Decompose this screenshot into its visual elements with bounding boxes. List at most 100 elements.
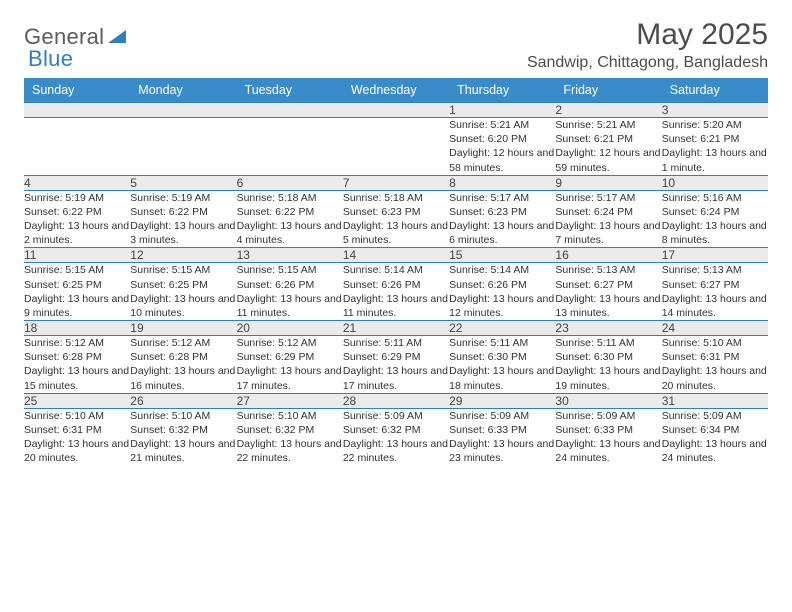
day-number-cell: 19 [130,321,236,336]
sunset-text: Sunset: 6:27 PM [662,278,768,292]
sunrise-text: Sunrise: 5:19 AM [130,191,236,205]
sunrise-text: Sunrise: 5:21 AM [449,118,555,132]
day-info-cell: Sunrise: 5:16 AMSunset: 6:24 PMDaylight:… [662,190,768,248]
sunset-text: Sunset: 6:28 PM [130,350,236,364]
sunset-text: Sunset: 6:27 PM [555,278,661,292]
day-number-cell: 3 [662,103,768,118]
sunrise-text: Sunrise: 5:14 AM [343,263,449,277]
daylight-text: Daylight: 13 hours and 18 minutes. [449,364,555,392]
day-info-cell: Sunrise: 5:10 AMSunset: 6:32 PMDaylight:… [130,408,236,469]
daylight-text: Daylight: 13 hours and 12 minutes. [449,292,555,320]
day-number-cell: 9 [555,175,661,190]
day-info-cell: Sunrise: 5:18 AMSunset: 6:22 PMDaylight:… [237,190,343,248]
sunrise-text: Sunrise: 5:11 AM [343,336,449,350]
sunset-text: Sunset: 6:21 PM [555,132,661,146]
day-number-cell: 7 [343,175,449,190]
sunset-text: Sunset: 6:29 PM [237,350,343,364]
sunrise-text: Sunrise: 5:21 AM [555,118,661,132]
week-info-row: Sunrise: 5:10 AMSunset: 6:31 PMDaylight:… [24,408,768,469]
sunrise-text: Sunrise: 5:19 AM [24,191,130,205]
day-number-cell: 29 [449,393,555,408]
sunrise-text: Sunrise: 5:13 AM [555,263,661,277]
daylight-text: Daylight: 13 hours and 17 minutes. [237,364,343,392]
sunset-text: Sunset: 6:23 PM [449,205,555,219]
day-number-cell: 25 [24,393,130,408]
daylight-text: Daylight: 13 hours and 16 minutes. [130,364,236,392]
sunset-text: Sunset: 6:22 PM [24,205,130,219]
sunset-text: Sunset: 6:33 PM [555,423,661,437]
day-info-cell: Sunrise: 5:13 AMSunset: 6:27 PMDaylight:… [662,263,768,321]
daylight-text: Daylight: 12 hours and 59 minutes. [555,146,661,174]
day-info-cell: Sunrise: 5:10 AMSunset: 6:31 PMDaylight:… [662,336,768,394]
brand-right: Blue [28,46,73,71]
day-info-cell: Sunrise: 5:12 AMSunset: 6:29 PMDaylight:… [237,336,343,394]
sunset-text: Sunset: 6:26 PM [237,278,343,292]
day-info-cell: Sunrise: 5:11 AMSunset: 6:30 PMDaylight:… [555,336,661,394]
daylight-text: Daylight: 13 hours and 13 minutes. [555,292,661,320]
day-number-cell: 13 [237,248,343,263]
day-info-cell: Sunrise: 5:11 AMSunset: 6:30 PMDaylight:… [449,336,555,394]
day-info-cell: Sunrise: 5:15 AMSunset: 6:25 PMDaylight:… [24,263,130,321]
sunset-text: Sunset: 6:24 PM [662,205,768,219]
sunrise-text: Sunrise: 5:20 AM [662,118,768,132]
sunset-text: Sunset: 6:32 PM [343,423,449,437]
calendar-table: Sunday Monday Tuesday Wednesday Thursday… [24,78,768,469]
daylight-text: Daylight: 13 hours and 8 minutes. [662,219,768,247]
sunrise-text: Sunrise: 5:15 AM [237,263,343,277]
sunrise-text: Sunrise: 5:15 AM [24,263,130,277]
sunrise-text: Sunrise: 5:18 AM [237,191,343,205]
weekday-header: Friday [555,78,661,103]
day-info-cell: Sunrise: 5:21 AMSunset: 6:21 PMDaylight:… [555,118,661,176]
day-info-cell: Sunrise: 5:12 AMSunset: 6:28 PMDaylight:… [130,336,236,394]
week-daynum-row: 25262728293031 [24,393,768,408]
sunset-text: Sunset: 6:26 PM [343,278,449,292]
daylight-text: Daylight: 12 hours and 58 minutes. [449,146,555,174]
day-info-cell: Sunrise: 5:09 AMSunset: 6:32 PMDaylight:… [343,408,449,469]
daylight-text: Daylight: 13 hours and 17 minutes. [343,364,449,392]
day-info-cell: Sunrise: 5:09 AMSunset: 6:33 PMDaylight:… [449,408,555,469]
week-daynum-row: 11121314151617 [24,248,768,263]
weekday-header: Saturday [662,78,768,103]
daylight-text: Daylight: 13 hours and 20 minutes. [662,364,768,392]
sunset-text: Sunset: 6:32 PM [130,423,236,437]
day-number-cell: 20 [237,321,343,336]
sunset-text: Sunset: 6:30 PM [555,350,661,364]
daylight-text: Daylight: 13 hours and 24 minutes. [555,437,661,465]
sunset-text: Sunset: 6:30 PM [449,350,555,364]
sunset-text: Sunset: 6:25 PM [130,278,236,292]
sunset-text: Sunset: 6:21 PM [662,132,768,146]
sunrise-text: Sunrise: 5:09 AM [449,409,555,423]
day-info-cell: Sunrise: 5:10 AMSunset: 6:31 PMDaylight:… [24,408,130,469]
day-info-cell: Sunrise: 5:17 AMSunset: 6:24 PMDaylight:… [555,190,661,248]
sunrise-text: Sunrise: 5:09 AM [555,409,661,423]
week-daynum-row: 123 [24,103,768,118]
day-number-cell [343,103,449,118]
day-info-cell: Sunrise: 5:13 AMSunset: 6:27 PMDaylight:… [555,263,661,321]
sunrise-text: Sunrise: 5:11 AM [555,336,661,350]
daylight-text: Daylight: 13 hours and 4 minutes. [237,219,343,247]
week-info-row: Sunrise: 5:21 AMSunset: 6:20 PMDaylight:… [24,118,768,176]
week-info-row: Sunrise: 5:15 AMSunset: 6:25 PM Daylight:… [24,263,768,321]
sunset-text: Sunset: 6:29 PM [343,350,449,364]
day-number-cell: 2 [555,103,661,118]
sunrise-text: Sunrise: 5:18 AM [343,191,449,205]
sunrise-text: Sunrise: 5:09 AM [343,409,449,423]
week-info-row: Sunrise: 5:19 AMSunset: 6:22 PM Daylight:… [24,190,768,248]
day-number-cell: 21 [343,321,449,336]
daylight-text: Daylight: 13 hours and 22 minutes. [237,437,343,465]
day-info-cell: Sunrise: 5:18 AMSunset: 6:23 PMDaylight:… [343,190,449,248]
daylight-text: Daylight: 13 hours and 20 minutes. [24,437,130,465]
sunrise-text: Sunrise: 5:10 AM [24,409,130,423]
day-number-cell: 16 [555,248,661,263]
daylight-text: Daylight: 13 hours and 23 minutes. [449,437,555,465]
daylight-text: Daylight: 13 hours and 11 minutes. [343,292,449,320]
day-info-cell [343,118,449,176]
day-info-cell: Sunrise: 5:15 AMSunset: 6:26 PMDaylight:… [237,263,343,321]
sunrise-text: Sunrise: 5:10 AM [662,336,768,350]
page-header: General May 2025 Sandwip, Chittagong, Ba… [24,18,768,72]
sunset-text: Sunset: 6:20 PM [449,132,555,146]
day-number-cell [24,103,130,118]
sunset-text: Sunset: 6:26 PM [449,278,555,292]
day-number-cell: 27 [237,393,343,408]
weekday-header: Monday [130,78,236,103]
